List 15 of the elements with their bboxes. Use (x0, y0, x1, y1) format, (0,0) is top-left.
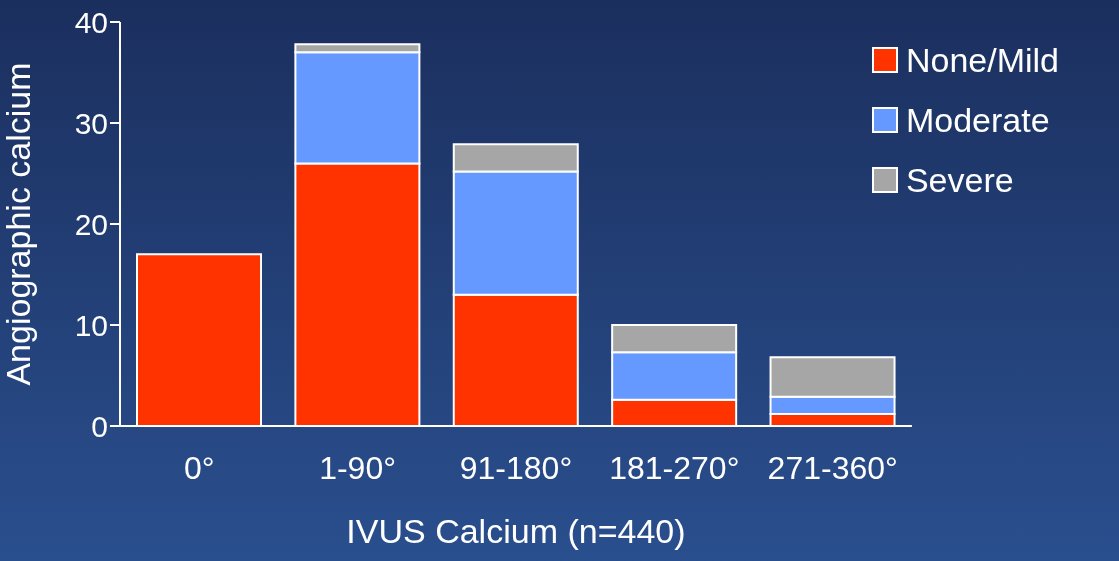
y-tick-label: 10 (74, 308, 108, 342)
x-tick-label: 181-270° (609, 449, 740, 486)
y-axis-title: Angiographic calcium (0, 62, 38, 386)
legend-label: Moderate (905, 100, 1050, 141)
legend-label: Severe (905, 160, 1014, 201)
x-tick-label: 91-180° (459, 449, 573, 486)
y-tick-label: 0 (91, 409, 108, 443)
y-tick-label: 40 (74, 5, 108, 39)
legend-label: None/Mild (905, 40, 1059, 81)
x-tick-label: 0° (183, 449, 215, 486)
x-tick-label: 1-90° (319, 449, 396, 486)
y-tick-label: 20 (74, 207, 108, 241)
x-tick-label: 271-360° (767, 449, 898, 486)
x-axis-title: IVUS Calcium (n=440) (346, 512, 686, 550)
y-tick-label: 30 (74, 106, 108, 140)
